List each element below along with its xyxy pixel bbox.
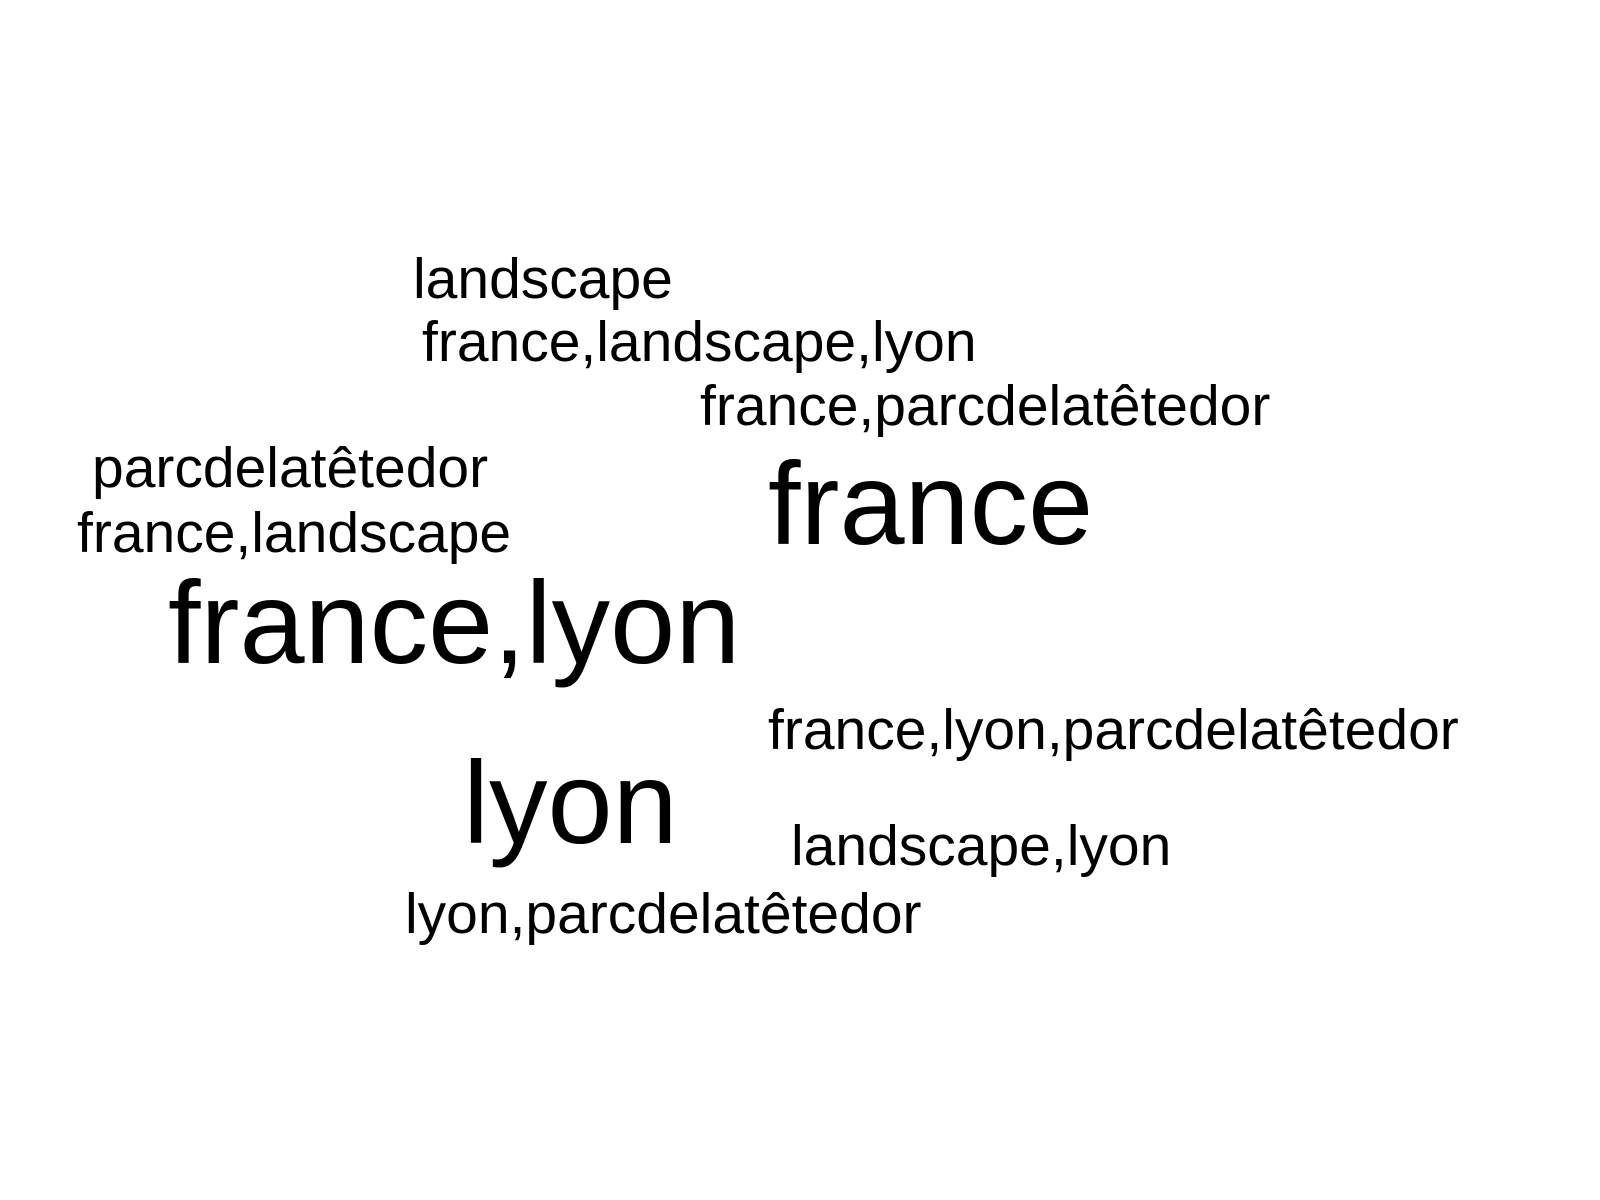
word-france-lyon: france,lyon [168,557,741,688]
word-parcdelatetedor: parcdelatêtedor [92,436,489,500]
word-france-landscape-lyon: france,landscape,lyon [422,310,977,374]
word-france: france [768,438,1094,569]
word-lyon: lyon [463,737,678,868]
word-landscape: landscape [413,247,673,311]
word-france-lyon-parcdelatetedor: france,lyon,parcdelatêtedor [768,698,1459,762]
word-france-landscape: france,landscape [77,501,512,565]
word-france-parcdelatetedor: france,parcdelatêtedor [700,374,1271,438]
word-lyon-parcdelatetedor: lyon,parcdelatêtedor [405,882,922,946]
word-landscape-lyon: landscape,lyon [791,814,1172,878]
